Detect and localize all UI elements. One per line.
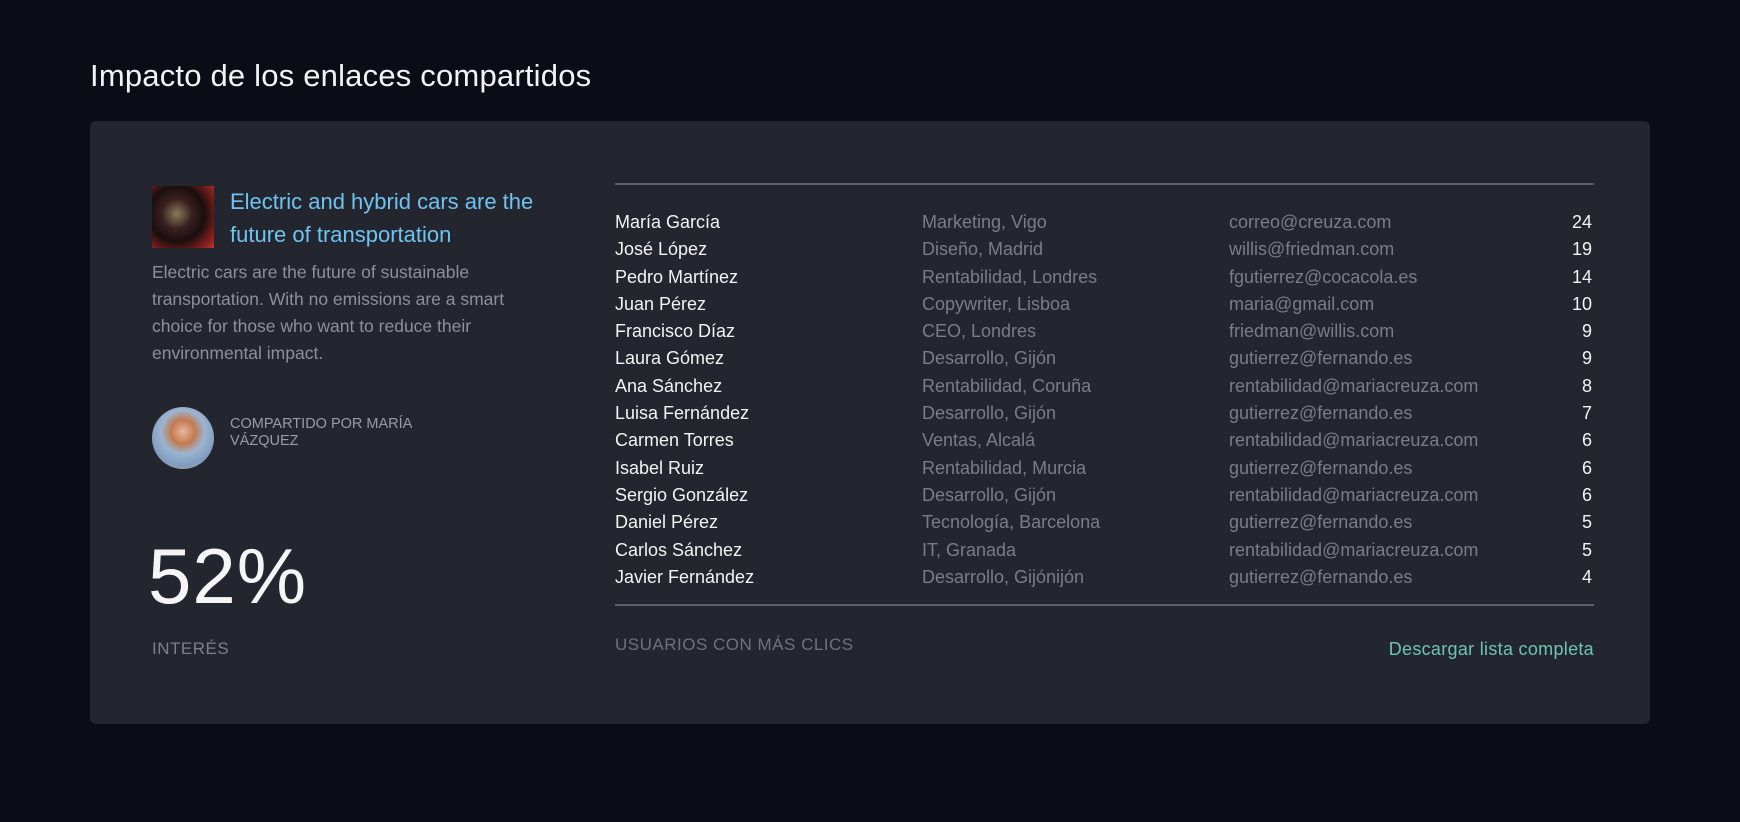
user-name: Sergio González: [615, 484, 749, 505]
user-clicks: 9: [1581, 321, 1592, 342]
table-row: Juan Pérez Copywriter, Lisboa maria@gmail.…: [615, 291, 1594, 318]
table-row: María García Marketing, Vigo correo@creuza…: [615, 209, 1594, 236]
page-title: Impacto de los enlaces compartidos: [90, 58, 592, 93]
table-row: Sergio González Desarrollo, Gijón rentabil…: [615, 482, 1594, 509]
interest-value: 52%: [148, 532, 308, 620]
user-department: CEO, Londres: [922, 321, 1037, 342]
user-department: Rentabilidad, Londres: [922, 266, 1098, 287]
user-clicks: 24: [1571, 212, 1592, 232]
user-name: Francisco Díaz: [615, 321, 736, 342]
table-row: Isabel Ruiz Rentabilidad, Murcia gutierrez…: [615, 455, 1594, 482]
article-description: Electric cars are the future of sustaina…: [152, 262, 505, 363]
user-department: Marketing, Vigo: [922, 212, 1047, 232]
user-name: Javier Fernández: [615, 566, 755, 587]
user-clicks: 6: [1581, 484, 1592, 505]
user-email: friedman@willis.com: [1229, 321, 1395, 342]
user-name: Daniel Pérez: [615, 512, 719, 533]
table-row: Francisco Díaz CEO, Londres friedman@willi…: [615, 318, 1594, 345]
user-clicks: 6: [1581, 430, 1592, 451]
user-department: Desarrollo, Gijónijón: [922, 566, 1085, 587]
user-clicks: 19: [1571, 239, 1592, 260]
user-clicks: 5: [1581, 512, 1592, 533]
user-email: correo@creuza.com: [1229, 212, 1392, 232]
user-email: rentabilidad@mariacreuza.com: [1229, 375, 1479, 396]
user-email: rentabilidad@mariacreuza.com: [1229, 430, 1479, 451]
table-row: Luisa Fernández Desarrollo, Gijón gutierre…: [615, 400, 1594, 427]
user-name: Laura Gómez: [615, 348, 725, 369]
user-department: Tecnología, Barcelona: [922, 512, 1101, 533]
table-row: Carlos Sánchez IT, Granada rentabilidad@ma…: [615, 537, 1594, 564]
user-name: María García: [615, 212, 721, 232]
user-clicks: 9: [1581, 348, 1592, 369]
users-table: María García Marketing, Vigo correo@creuza…: [615, 209, 1594, 591]
user-name: Ana Sánchez: [615, 375, 723, 396]
divider-bottom: [615, 604, 1594, 606]
user-email: gutierrez@fernando.es: [1229, 566, 1413, 587]
user-department: Desarrollo, Gijón: [922, 403, 1057, 424]
user-email: maria@gmail.com: [1229, 293, 1375, 314]
user-email: gutierrez@fernando.es: [1229, 403, 1413, 424]
user-email: gutierrez@fernando.es: [1229, 348, 1413, 369]
user-name: Luisa Fernández: [615, 403, 750, 424]
users-footer-label: USUARIOS CON MÁS CLICS: [615, 635, 854, 654]
user-name: Juan Pérez: [615, 293, 707, 314]
interest-label: INTERÉS: [152, 639, 230, 658]
user-email: rentabilidad@mariacreuza.com: [1229, 539, 1479, 560]
user-email: willis@friedman.com: [1229, 239, 1395, 260]
user-clicks: 14: [1571, 266, 1592, 287]
avatar: [152, 407, 214, 469]
table-row: Daniel Pérez Tecnología, Barcelona gutierr…: [615, 509, 1594, 536]
user-department: Copywriter, Lisboa: [922, 293, 1071, 314]
table-row: Ana Sánchez Rentabilidad, Coruña rentabili…: [615, 373, 1594, 400]
user-clicks: 6: [1581, 457, 1592, 478]
user-department: Ventas, Alcalá: [922, 430, 1036, 451]
shared-link-card: Electric and hybrid cars are the future …: [90, 121, 1650, 724]
user-department: Desarrollo, Gijón: [922, 348, 1057, 369]
download-list-link[interactable]: Descargar lista completa: [1388, 639, 1594, 659]
user-email: gutierrez@fernando.es: [1229, 457, 1413, 478]
article-title-link[interactable]: Electric and hybrid cars are the future …: [230, 189, 534, 247]
shared-by-label: COMPARTIDO POR MARÍA VÁZQUEZ: [230, 416, 412, 449]
divider-top: [615, 183, 1594, 185]
user-name: José López: [615, 239, 708, 260]
table-row: Carmen Torres Ventas, Alcalá rentabilidad@…: [615, 427, 1594, 454]
user-email: rentabilidad@mariacreuza.com: [1229, 484, 1479, 505]
table-row: Pedro Martínez Rentabilidad, Londres fguti…: [615, 264, 1594, 291]
user-department: Desarrollo, Gijón: [922, 484, 1057, 505]
user-clicks: 7: [1581, 403, 1592, 424]
user-name: Carlos Sánchez: [615, 539, 743, 560]
user-name: Isabel Ruiz: [615, 457, 705, 478]
user-name: Carmen Torres: [615, 430, 734, 451]
user-department: IT, Granada: [922, 539, 1017, 560]
user-email: gutierrez@fernando.es: [1229, 512, 1413, 533]
table-row: Laura Gómez Desarrollo, Gijón gutierrez@fe…: [615, 345, 1594, 372]
user-clicks: 8: [1581, 375, 1592, 396]
user-name: Pedro Martínez: [615, 266, 739, 287]
user-clicks: 4: [1581, 566, 1592, 587]
user-clicks: 5: [1581, 539, 1592, 560]
table-row: Javier Fernández Desarrollo, Gijónijón gut…: [615, 564, 1594, 591]
user-email: fgutierrez@cocacola.es: [1229, 266, 1418, 287]
user-department: Diseño, Madrid: [922, 239, 1044, 260]
article-thumbnail[interactable]: [152, 186, 214, 248]
user-clicks: 10: [1571, 293, 1592, 314]
user-department: Rentabilidad, Coruña: [922, 375, 1092, 396]
table-row: José López Diseño, Madrid willis@friedman.…: [615, 236, 1594, 263]
user-department: Rentabilidad, Murcia: [922, 457, 1087, 478]
